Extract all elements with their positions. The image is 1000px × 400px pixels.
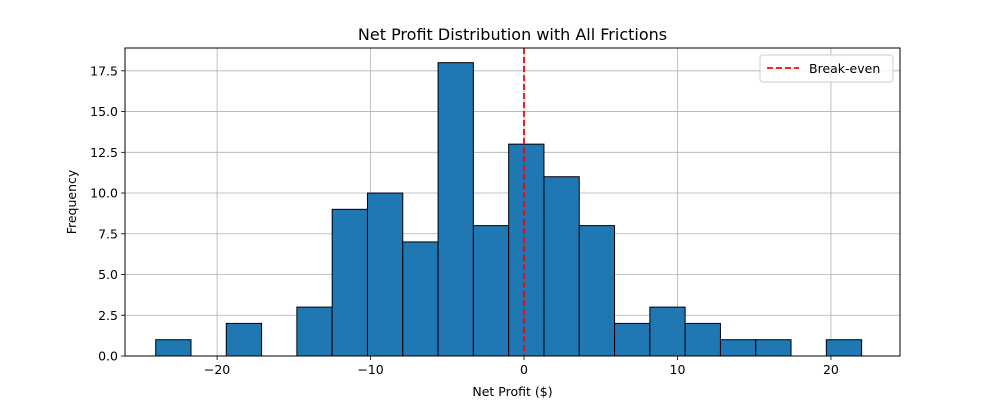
- x-tick-label: −10: [357, 362, 383, 377]
- x-axis-label: Net Profit ($): [472, 384, 552, 399]
- histogram-bar: [155, 339, 192, 357]
- histogram-bar: [719, 339, 757, 357]
- histogram-bar: [825, 339, 863, 357]
- x-tick-label: 10: [670, 362, 686, 377]
- histogram-bar: [755, 339, 792, 357]
- y-tick-label: 10.0: [90, 186, 118, 201]
- histogram-bar: [578, 225, 616, 357]
- x-tick-label: 0: [520, 362, 528, 377]
- y-tick-label: 17.5: [90, 63, 118, 78]
- histogram-bar: [508, 143, 545, 357]
- y-tick-label: 12.5: [90, 145, 118, 160]
- histogram-bar: [543, 176, 580, 357]
- histogram-bar: [402, 241, 439, 357]
- x-tick-label: −20: [204, 362, 230, 377]
- histogram-bar: [437, 62, 474, 357]
- legend: Break-even: [759, 54, 894, 83]
- plot-frame: [124, 47, 901, 357]
- y-tick-label: 5.0: [98, 267, 118, 282]
- legend-label-break-even: Break-even: [809, 61, 880, 76]
- histogram-bar: [366, 192, 404, 357]
- chart-title: Net Profit Distribution with All Frictio…: [358, 25, 667, 44]
- y-axis-label: Frequency: [64, 169, 79, 234]
- y-tick-label: 2.5: [98, 308, 118, 323]
- legend-box: [759, 54, 894, 83]
- histogram-bar: [684, 322, 721, 357]
- x-tick-label: 20: [823, 362, 839, 377]
- histogram-bar: [331, 208, 368, 357]
- histogram-bar: [296, 306, 333, 357]
- y-tick-label: 7.5: [98, 226, 118, 241]
- bars: [155, 62, 863, 357]
- y-axis-ticks: 0.0 2.5 5.0 7.5 10.0 12.5 15.0 17.5: [90, 63, 125, 364]
- histogram-bar: [225, 322, 263, 357]
- histogram-bar: [472, 225, 510, 357]
- histogram-bar: [649, 306, 686, 357]
- y-tick-label: 0.0: [98, 349, 118, 364]
- histogram-bar: [614, 322, 651, 357]
- x-axis-ticks: −20 −10 0 10 20: [204, 356, 839, 377]
- y-tick-label: 15.0: [90, 104, 118, 119]
